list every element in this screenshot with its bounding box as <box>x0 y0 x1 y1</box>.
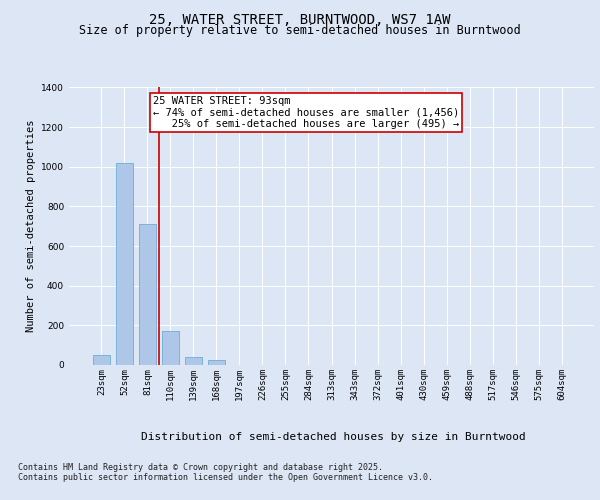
Text: Distribution of semi-detached houses by size in Burntwood: Distribution of semi-detached houses by … <box>140 432 526 442</box>
Text: Contains HM Land Registry data © Crown copyright and database right 2025.
Contai: Contains HM Land Registry data © Crown c… <box>18 462 433 482</box>
Bar <box>185 357 202 365</box>
Bar <box>116 163 133 365</box>
Bar <box>162 332 179 365</box>
Text: 25, WATER STREET, BURNTWOOD, WS7 1AW: 25, WATER STREET, BURNTWOOD, WS7 1AW <box>149 12 451 26</box>
Text: 25 WATER STREET: 93sqm
← 74% of semi-detached houses are smaller (1,456)
   25% : 25 WATER STREET: 93sqm ← 74% of semi-det… <box>153 96 459 129</box>
Bar <box>208 360 225 365</box>
Text: Size of property relative to semi-detached houses in Burntwood: Size of property relative to semi-detach… <box>79 24 521 37</box>
Y-axis label: Number of semi-detached properties: Number of semi-detached properties <box>26 120 35 332</box>
Bar <box>139 224 156 365</box>
Bar <box>93 355 110 365</box>
